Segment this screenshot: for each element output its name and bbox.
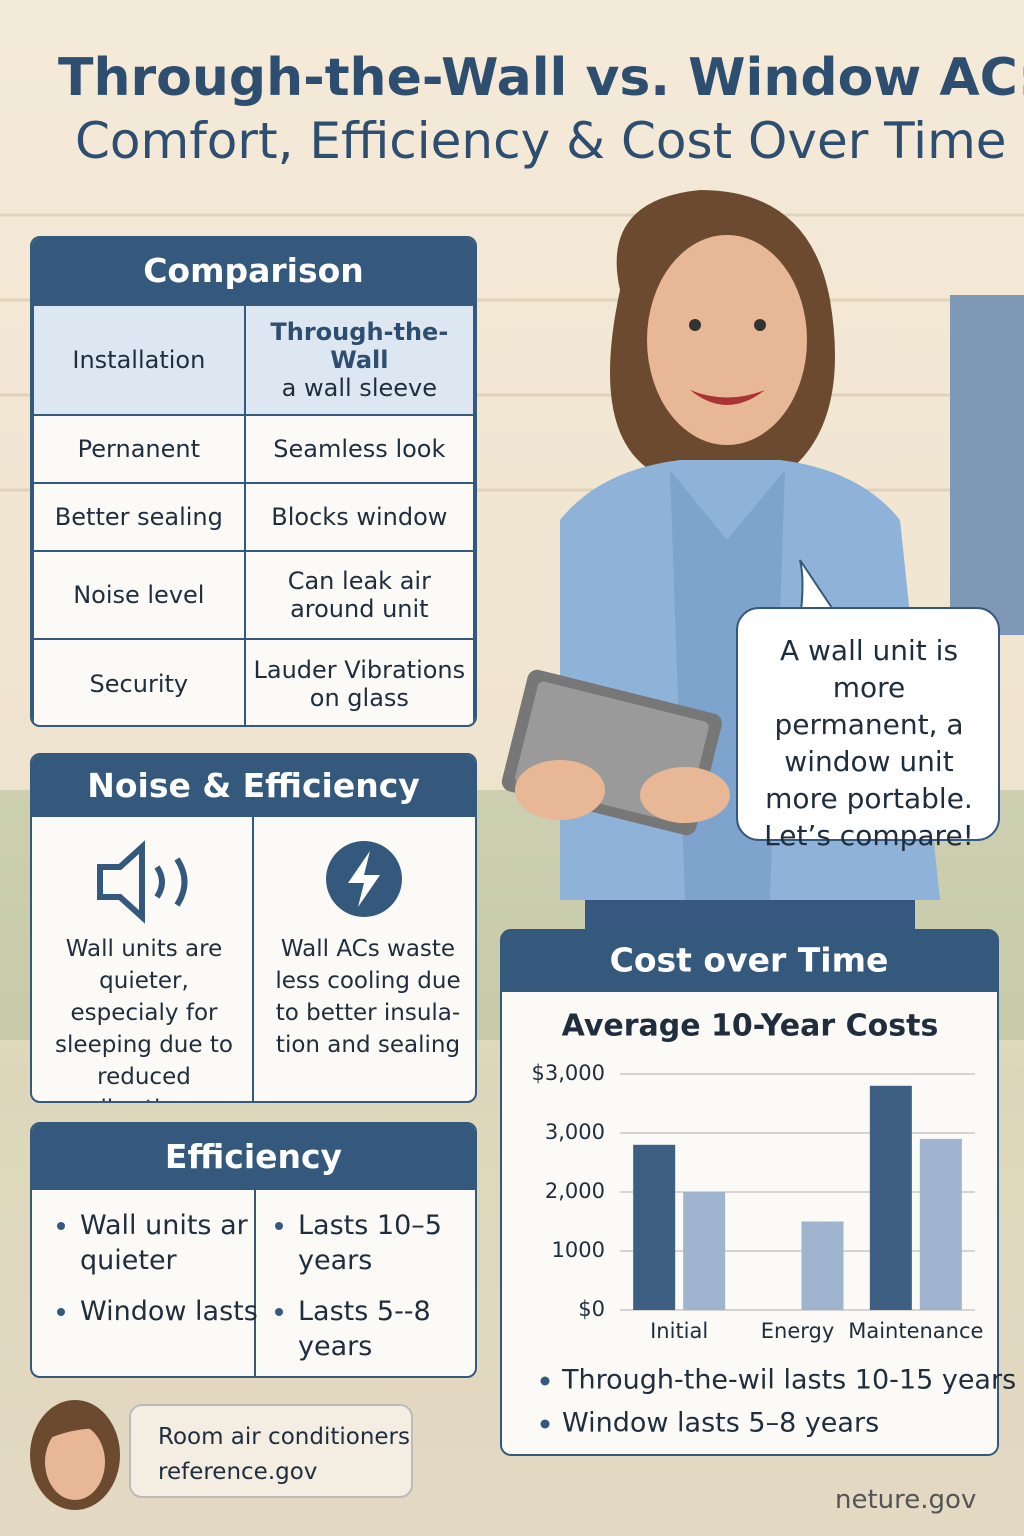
bolt-icon: [326, 841, 402, 917]
efficiency-panel: Efficiency Wall units ar quieter Window …: [30, 1122, 477, 1378]
bar: [801, 1221, 844, 1310]
x-tick-label: Energy: [761, 1319, 835, 1343]
y-tick-label: 3,000: [545, 1120, 605, 1144]
list-item: Lasts 5--8 years: [298, 1294, 475, 1364]
table-cell: Lauder Vibrations on glass: [243, 638, 475, 725]
chart-annotation: Window lasts 5–8 years: [562, 1408, 879, 1439]
source-text: Room air conditioners: [158, 1424, 410, 1450]
table-cell: Security: [32, 638, 246, 725]
table-header: Through-the-Wall a wall sleeve: [243, 304, 475, 416]
noise-panel: Noise & Efficiency Wall units are quiete…: [30, 753, 477, 1103]
divider: [252, 817, 254, 1101]
divider: [254, 1190, 256, 1376]
bar-chart: Average 10-Year Costs $0 1000 2,000 3,000 $3,…: [532, 1009, 1017, 1439]
bar: [683, 1192, 726, 1310]
y-tick-label: $3,000: [532, 1061, 605, 1085]
x-tick-label: Initial: [650, 1319, 708, 1343]
panel-title: Comparison: [32, 238, 475, 304]
efficiency-list: Lasts 10–5 years Lasts 5--8 years: [270, 1208, 475, 1376]
bullet: [540, 1419, 550, 1429]
title: Through-the-Wall vs. Window AC:: [58, 48, 1024, 108]
x-tick-label: Maintenance: [848, 1319, 983, 1343]
table-cell: Better sealing: [32, 482, 246, 552]
efficiency-list: Wall units ar quieter Window lasts: [52, 1208, 280, 1345]
header-text: a wall sleeve: [281, 374, 437, 402]
chart-title: Average 10-Year Costs: [562, 1009, 939, 1044]
list-item: Wall units ar quieter: [80, 1208, 280, 1278]
footer: neture.gov: [835, 1485, 977, 1515]
list-item: Lasts 10–5 years: [298, 1208, 475, 1278]
source: Room air conditioners reference.gov: [158, 1420, 410, 1490]
header-text: Through-the-Wall: [270, 318, 449, 374]
bullet: [540, 1376, 550, 1386]
source-text: reference.gov: [158, 1459, 318, 1485]
y-tick-label: 2,000: [545, 1179, 605, 1203]
bar: [869, 1085, 912, 1310]
panel-title: Noise & Efficiency: [32, 755, 475, 817]
chart-annotation: Through-the-wil lasts 10-15 years: [561, 1365, 1016, 1396]
table-cell: Pernanent: [32, 414, 246, 484]
comparison-table: Installation Through-the-Wall a wall slee…: [32, 304, 475, 725]
table-cell: Can leak air around unit: [243, 550, 475, 640]
bar: [919, 1138, 962, 1310]
table-cell: Noise level: [32, 550, 246, 640]
noise-text: Wall ACs waste less cooling due to bette…: [275, 936, 461, 1058]
list-item: Window lasts: [80, 1294, 280, 1329]
speech-bubble: A wall unit is more permanent, a window …: [764, 634, 974, 852]
noise-text: Wall units are quieter, especialy for sl…: [55, 936, 233, 1101]
speaker-icon: [97, 840, 188, 924]
comparison-panel: Comparison Installation Through-the-Wall…: [30, 236, 477, 727]
panel-title: Efficiency: [32, 1124, 475, 1190]
y-tick-label: 1000: [552, 1238, 605, 1262]
subtitle: Comfort, Efficiency & Cost Over Time: [75, 112, 1007, 170]
bar: [633, 1144, 676, 1310]
table-cell: Blocks window: [243, 482, 475, 552]
y-tick-label: $0: [578, 1297, 605, 1321]
panel-title: Cost over Time: [610, 941, 889, 980]
table-cell: Seamless look: [243, 414, 475, 484]
table-header: Installation: [32, 304, 246, 416]
